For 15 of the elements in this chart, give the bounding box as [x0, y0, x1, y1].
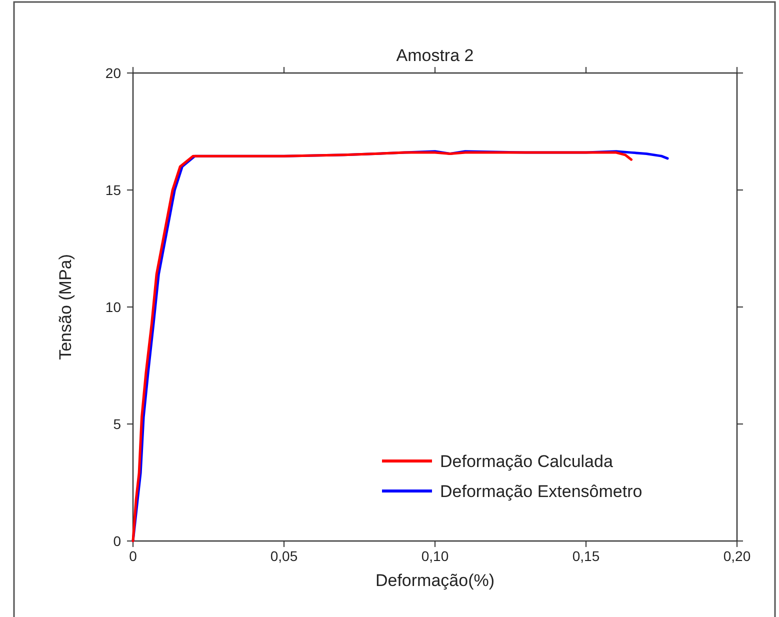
x-tick-label: 0,10 — [421, 548, 449, 564]
x-tick-label: 0,05 — [270, 548, 298, 564]
y-tick-label: 0 — [113, 533, 122, 549]
x-tick-label: 0 — [129, 548, 138, 564]
x-axis-title: Deformação(%) — [375, 571, 495, 590]
x-tick-label: 0,15 — [572, 548, 600, 564]
y-tick-label: 15 — [105, 182, 122, 198]
y-axis-title: Tensão (MPa) — [56, 254, 75, 360]
y-tick-label: 5 — [113, 416, 122, 432]
y-tick-label: 20 — [105, 65, 122, 81]
x-tick-label: 0,20 — [723, 548, 751, 564]
legend-label: Deformação Extensômetro — [440, 482, 642, 501]
y-tick-label: 10 — [105, 299, 122, 315]
legend-label: Deformação Calculada — [440, 452, 614, 471]
chart-title: Amostra 2 — [396, 46, 474, 65]
